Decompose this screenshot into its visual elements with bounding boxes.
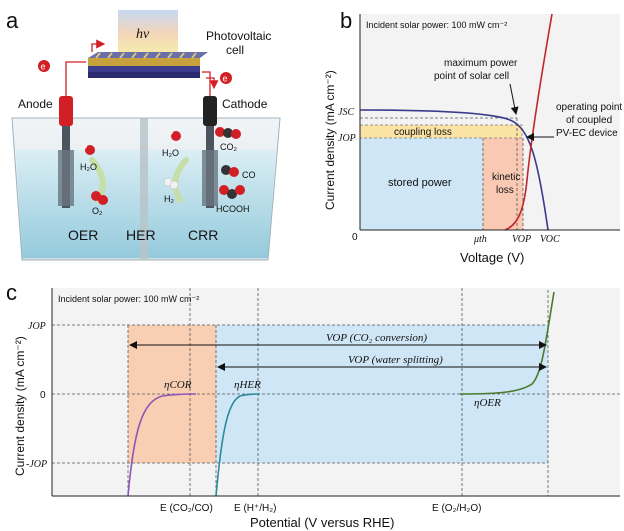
- panel-c-zero: 0: [40, 390, 46, 401]
- mpp-arrow: [509, 83, 519, 115]
- voc-label: VOC: [540, 234, 560, 245]
- o2-molecule: [91, 191, 108, 205]
- mu-th-label: μth: [473, 234, 487, 245]
- light-beam: [118, 10, 178, 58]
- co-label: CO: [242, 170, 256, 180]
- photovoltaic-cell: [88, 52, 208, 78]
- tick-o2-h2o: E (O₂/H₂O): [432, 503, 481, 514]
- mpp-label-1: maximum power: [444, 58, 518, 69]
- co2-label: CO₂: [220, 142, 238, 152]
- cor-curve: [127, 393, 197, 497]
- op-label-2: of coupled: [566, 115, 612, 126]
- panel-c-ylabel: Current density (mA cm⁻²): [13, 336, 27, 476]
- coupling-loss-box: [359, 124, 523, 139]
- vop-water-label: VOP (water splitting): [348, 354, 443, 366]
- tick-h-h2: E (H⁺/H₂): [234, 503, 277, 514]
- h2-label: H₂: [164, 194, 174, 204]
- cathode-label: Cathode: [222, 97, 268, 111]
- op-label-1: operating point: [556, 102, 622, 113]
- electron-left-label: e: [41, 62, 46, 72]
- panel-c-guides: [52, 288, 620, 496]
- jop-top-label: JOP: [28, 321, 46, 332]
- coupling-loss-label: coupling loss: [394, 127, 452, 138]
- h2o-molecule-mid: [167, 129, 181, 141]
- panel-c-incident: Incident solar power: 100 mW cm⁻²: [58, 294, 199, 304]
- hcooh-label: HCOOH: [216, 204, 250, 214]
- co-molecule: [221, 165, 239, 177]
- panel-c: c Incident solar power: 100 mW cm⁻² VOP …: [6, 280, 620, 530]
- kinetic-loss-label-2: loss: [496, 185, 514, 196]
- pv-cell-label-1: Photovoltaic: [206, 29, 271, 43]
- oer-label: OER: [68, 227, 98, 243]
- panel-b-incident: Incident solar power: 100 mW cm⁻²: [366, 20, 507, 30]
- her-curve: [215, 393, 261, 497]
- right-wire: [202, 71, 211, 96]
- mpp-label-2: point of solar cell: [434, 71, 509, 82]
- kinetic-loss-label-1: kinetic: [492, 172, 520, 183]
- left-electron-arrow: [91, 39, 106, 52]
- vop-label-b: VOP: [512, 234, 531, 245]
- co2-molecule: [215, 127, 241, 139]
- her-label: HER: [126, 227, 156, 243]
- eta-oer-label: ηOER: [474, 397, 501, 409]
- panel-b-letter: b: [340, 8, 352, 33]
- eta-her-label: ηHER: [234, 379, 261, 391]
- anode-electrode: [58, 96, 74, 208]
- h2o-left-label: H₂O: [80, 162, 97, 172]
- h2o-molecule-left: [81, 143, 95, 155]
- jop-bottom-label: -JOP: [26, 459, 47, 470]
- panel-b: b Incident solar power: 100 mW cm⁻² maxi…: [323, 8, 622, 265]
- electron-right-label: e: [223, 74, 228, 84]
- kinetic-loss-region: [483, 138, 523, 230]
- crr-label: CRR: [188, 227, 218, 243]
- cathode-electrode: [202, 96, 218, 208]
- panel-b-xlabel: Voltage (V): [460, 250, 524, 265]
- coupling-loss-region: [360, 125, 522, 138]
- hv-label: hv: [136, 27, 150, 42]
- crr-arrow: [172, 157, 189, 203]
- op-label-3: PV-EC device: [556, 128, 618, 139]
- left-wire: [65, 61, 86, 96]
- eta-cor-label: ηCOR: [164, 379, 192, 391]
- panel-c-xlabel: Potential (V versus RHE): [250, 515, 395, 530]
- h2-molecule: [163, 177, 179, 190]
- ec-load-curve: [504, 13, 553, 231]
- jop-label-b: JOP: [338, 133, 356, 144]
- stored-power-label: stored power: [388, 177, 452, 189]
- tick-co2-co: E (CO₂/CO): [160, 503, 213, 514]
- panel-c-letter: c: [6, 280, 17, 305]
- stored-power-region: [360, 138, 483, 230]
- jsc-label: JSC: [338, 107, 354, 118]
- hcooh-molecule: [219, 185, 245, 199]
- panel-a: a hv Photovoltaic cell e e: [6, 8, 281, 261]
- panel-a-letter: a: [6, 8, 19, 33]
- oer-curve: [459, 291, 555, 395]
- membrane: [140, 118, 148, 260]
- h2o-mid-label: H₂O: [162, 148, 179, 158]
- panel-b-guides: [360, 117, 524, 230]
- electron-icon-right: [220, 72, 232, 84]
- panel-b-origin: 0: [352, 232, 358, 243]
- electron-icon-left: [38, 60, 50, 72]
- vop-co2-label: VOP (CO₂ conversion): [326, 332, 427, 344]
- anode-label: Anode: [18, 97, 53, 111]
- pv-jv-curve: [359, 109, 549, 231]
- pv-cell-label-2: cell: [226, 43, 244, 57]
- o2-label: O₂: [92, 206, 103, 216]
- panel-b-ylabel: Current density (mA cm⁻²): [323, 70, 337, 210]
- right-electron-arrow: [206, 77, 219, 90]
